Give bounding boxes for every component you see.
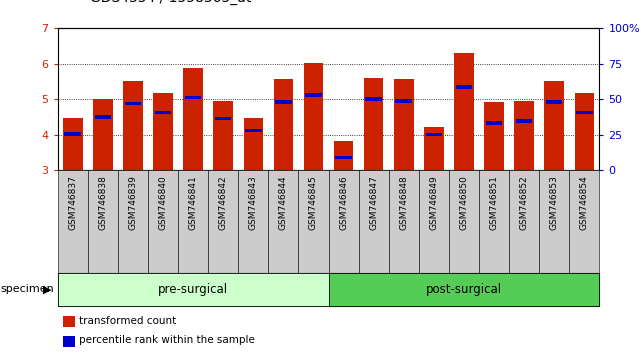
Bar bbox=[388, 170, 419, 273]
Bar bbox=[454, 53, 474, 170]
Text: GSM746848: GSM746848 bbox=[399, 175, 408, 230]
Bar bbox=[456, 85, 472, 88]
Bar bbox=[516, 119, 533, 123]
Text: GSM746852: GSM746852 bbox=[520, 175, 529, 230]
Bar bbox=[93, 99, 113, 170]
Text: GSM746837: GSM746837 bbox=[68, 175, 77, 230]
Bar bbox=[365, 97, 382, 101]
Bar bbox=[395, 99, 412, 103]
Text: GSM746838: GSM746838 bbox=[98, 175, 107, 230]
Bar bbox=[208, 170, 238, 273]
Text: GSM746841: GSM746841 bbox=[188, 175, 197, 230]
Bar bbox=[269, 170, 299, 273]
Text: ▶: ▶ bbox=[43, 284, 51, 295]
Text: GSM746842: GSM746842 bbox=[219, 175, 228, 230]
Bar bbox=[178, 170, 208, 273]
Bar bbox=[305, 93, 322, 97]
Bar bbox=[65, 132, 81, 136]
Bar bbox=[576, 111, 592, 114]
Bar bbox=[509, 170, 539, 273]
Bar bbox=[58, 170, 88, 273]
Bar bbox=[304, 63, 323, 170]
Text: GSM746845: GSM746845 bbox=[309, 175, 318, 230]
Text: GSM746840: GSM746840 bbox=[158, 175, 167, 230]
Bar bbox=[238, 170, 269, 273]
Text: percentile rank within the sample: percentile rank within the sample bbox=[79, 335, 255, 346]
Text: GSM746847: GSM746847 bbox=[369, 175, 378, 230]
Bar bbox=[328, 273, 599, 306]
Text: GSM746843: GSM746843 bbox=[249, 175, 258, 230]
Bar bbox=[275, 100, 292, 104]
Text: GSM746846: GSM746846 bbox=[339, 175, 348, 230]
Text: GDS4354 / 1558365_at: GDS4354 / 1558365_at bbox=[90, 0, 251, 5]
Bar bbox=[118, 170, 148, 273]
Bar bbox=[424, 127, 444, 170]
Bar bbox=[299, 170, 328, 273]
Bar bbox=[514, 101, 534, 170]
Bar bbox=[244, 118, 263, 170]
Text: GSM746849: GSM746849 bbox=[429, 175, 438, 230]
Bar bbox=[569, 170, 599, 273]
Text: GSM746844: GSM746844 bbox=[279, 175, 288, 230]
Bar bbox=[394, 79, 413, 170]
Bar bbox=[574, 93, 594, 170]
Bar bbox=[449, 170, 479, 273]
Bar bbox=[148, 170, 178, 273]
Bar bbox=[183, 68, 203, 170]
Bar bbox=[213, 101, 233, 170]
Bar bbox=[328, 170, 358, 273]
Bar bbox=[544, 81, 564, 170]
Bar bbox=[154, 111, 171, 114]
Text: transformed count: transformed count bbox=[79, 316, 177, 326]
Bar bbox=[63, 118, 83, 170]
Bar bbox=[364, 78, 383, 170]
Bar bbox=[546, 100, 562, 104]
Bar bbox=[358, 170, 388, 273]
Bar bbox=[334, 141, 353, 170]
Bar bbox=[88, 170, 118, 273]
Text: specimen: specimen bbox=[1, 284, 54, 295]
Text: GSM746851: GSM746851 bbox=[490, 175, 499, 230]
Bar bbox=[58, 273, 599, 306]
Bar bbox=[215, 117, 231, 120]
Text: GSM746839: GSM746839 bbox=[128, 175, 137, 230]
Bar bbox=[124, 102, 141, 105]
Bar bbox=[426, 133, 442, 136]
Bar bbox=[484, 102, 504, 170]
Bar bbox=[63, 316, 75, 327]
Bar bbox=[479, 170, 509, 273]
Bar bbox=[123, 81, 143, 170]
Bar bbox=[63, 336, 75, 347]
Bar bbox=[419, 170, 449, 273]
Bar bbox=[58, 273, 328, 306]
Bar bbox=[95, 115, 111, 119]
Text: GSM746850: GSM746850 bbox=[460, 175, 469, 230]
Text: GSM746854: GSM746854 bbox=[580, 175, 589, 230]
Bar bbox=[486, 121, 503, 125]
Text: pre-surgical: pre-surgical bbox=[158, 283, 228, 296]
Text: post-surgical: post-surgical bbox=[426, 283, 502, 296]
Bar bbox=[245, 129, 262, 132]
Bar bbox=[539, 170, 569, 273]
Bar bbox=[153, 93, 173, 170]
Bar bbox=[274, 79, 293, 170]
Bar bbox=[335, 156, 352, 159]
Text: GSM746853: GSM746853 bbox=[550, 175, 559, 230]
Bar bbox=[185, 96, 201, 99]
